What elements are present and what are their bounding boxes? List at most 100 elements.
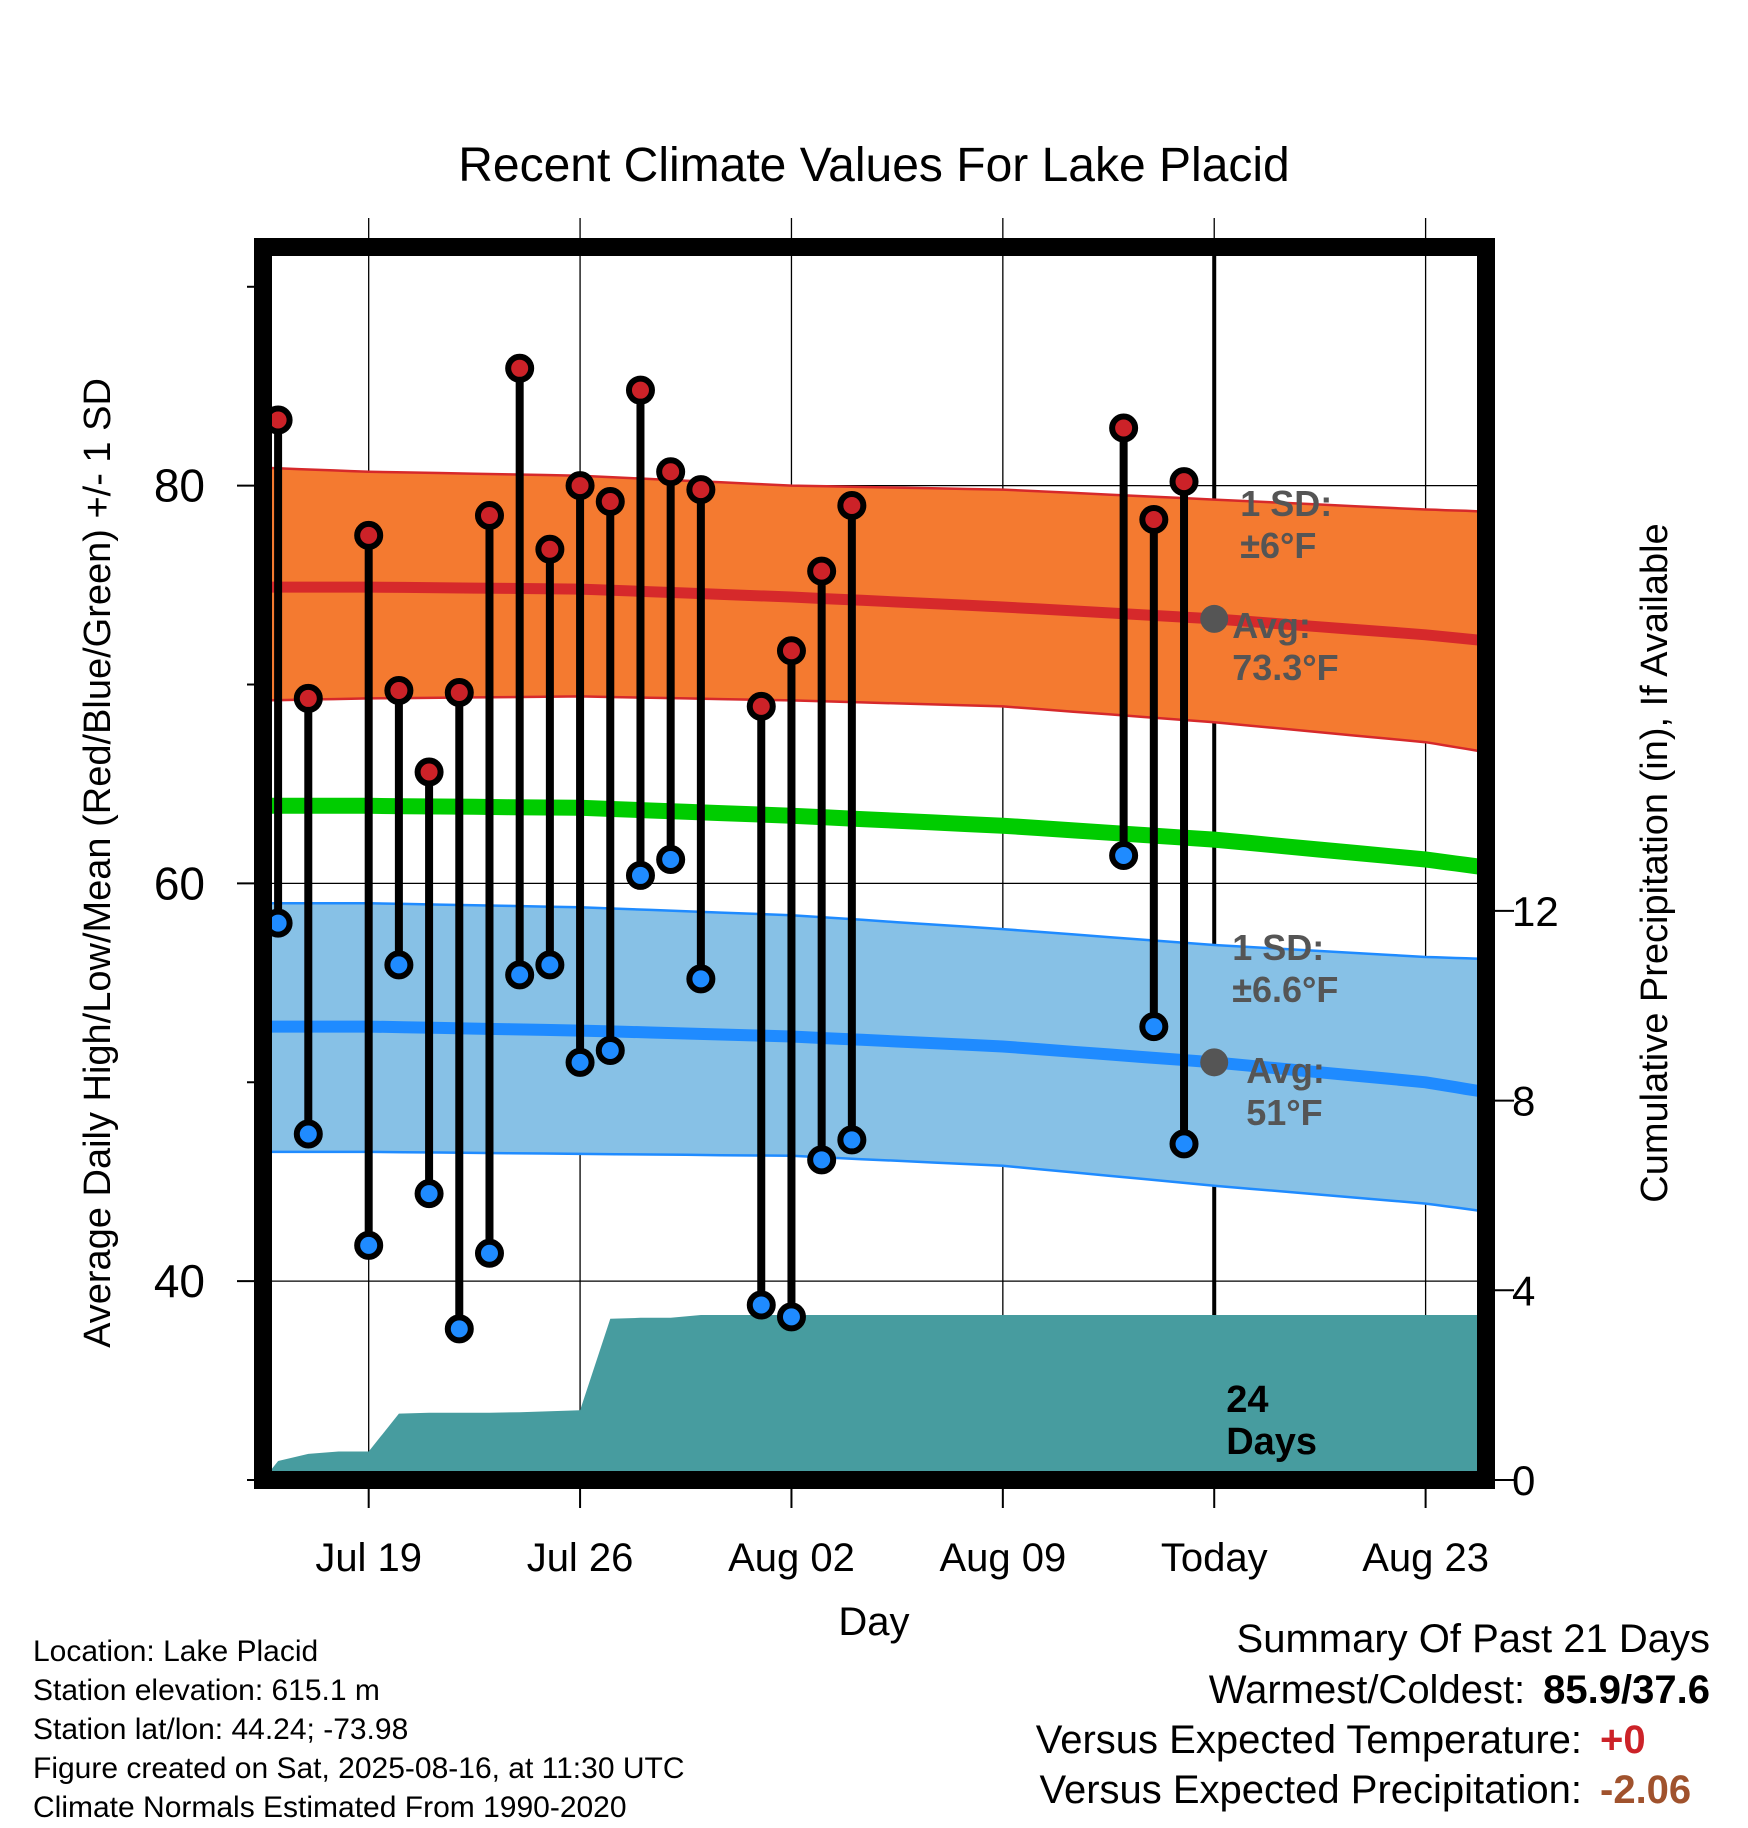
- summary-title: Summary Of Past 21 Days: [1236, 1617, 1710, 1661]
- axes: Jul 19 Jul 26 Aug 02 Aug 09 Today Aug 2340608…: [154, 285, 1559, 1580]
- daily-high-point: [1139, 504, 1169, 534]
- daily-low-point: [837, 1125, 867, 1155]
- daily-high-point: [505, 353, 535, 383]
- daily-low-point: [807, 1145, 837, 1175]
- warm-cold-label: Warmest/Coldest:: [1208, 1668, 1526, 1712]
- daily-high-point: [746, 691, 776, 721]
- daily-bar-4: [414, 757, 444, 1209]
- daily-high-point: [414, 757, 444, 787]
- daily-values: [263, 353, 1199, 1344]
- plot-frame: [254, 238, 1495, 1489]
- daily-low-point: [414, 1179, 444, 1209]
- daily-low-point: [565, 1047, 595, 1077]
- daily-bar-3: [384, 675, 414, 980]
- y-axis-label: Average Daily High/Low/Mean (Red/Blue/Gr…: [77, 378, 119, 1348]
- x-axis-label: Day: [838, 1600, 909, 1644]
- high-sd-label: 1 SD:: [1240, 483, 1332, 524]
- daily-bar-20: [1169, 467, 1199, 1159]
- normal-mean-line: [263, 797, 1488, 876]
- low-sd-value: ±6.6°F: [1232, 969, 1338, 1010]
- temp-label: Versus Expected Temperature:: [1035, 1718, 1582, 1762]
- chart-title: Recent Climate Values For Lake Placid: [458, 139, 1290, 192]
- daily-low-point: [746, 1290, 776, 1320]
- daily-bar-6: [474, 500, 504, 1268]
- daily-bar-10: [595, 487, 625, 1065]
- low-minus-sd-line: [263, 1150, 1487, 1213]
- y2-tick-label-0: 0: [1512, 1457, 1535, 1504]
- daily-low-point: [535, 950, 565, 980]
- info-created: Figure created on Sat, 2025-08-16, at 11…: [33, 1752, 685, 1785]
- summary-warm-cold: Warmest/Coldest: 85.9/37.6: [1209, 1668, 1710, 1713]
- y-tick-label-1: 60: [154, 857, 205, 909]
- daily-bar-0: [263, 405, 293, 938]
- daily-bar-5: [444, 677, 474, 1344]
- x-tick-label-4: Today: [1161, 1536, 1268, 1580]
- daily-high-point: [384, 675, 414, 705]
- daily-high-point: [837, 491, 867, 521]
- low-avg-marker: [1200, 1048, 1229, 1077]
- daily-high-point: [656, 457, 686, 487]
- daily-high-point: [293, 683, 323, 713]
- daily-bar-18: [1109, 413, 1139, 871]
- daily-bar-7: [505, 353, 535, 990]
- high-avg-marker: [1200, 604, 1229, 633]
- daily-bar-19: [1139, 504, 1169, 1042]
- summary-precip: Versus Expected Precipitation: -2.06: [1039, 1768, 1710, 1813]
- low-sd-label: 1 SD:: [1232, 927, 1324, 968]
- precip-days-label: Days: [1226, 1421, 1317, 1463]
- daily-bar-8: [535, 534, 565, 980]
- info-latlon: Station lat/lon: 44.24; -73.98: [33, 1713, 409, 1746]
- daily-bar-16: [807, 556, 837, 1175]
- precip-days-number: 24: [1226, 1379, 1268, 1421]
- precip-cumulative-area: [263, 1315, 1486, 1480]
- daily-high-point: [625, 375, 655, 405]
- daily-high-point: [444, 677, 474, 707]
- daily-low-point: [656, 845, 686, 875]
- high-plus-sd-line: [262, 466, 1487, 513]
- daily-bar-1: [293, 683, 323, 1149]
- low-mean-line: [263, 1020, 1487, 1099]
- high-mean-line: [263, 581, 1487, 647]
- temp-value: +0: [1600, 1718, 1646, 1762]
- daily-low-point: [1109, 841, 1139, 871]
- daily-high-point: [474, 500, 504, 530]
- daily-high-point: [1169, 467, 1199, 497]
- y-tick-label-2: 80: [154, 460, 205, 512]
- x-tick-label-0: Jul 19: [315, 1536, 422, 1580]
- low-avg-label: Avg:: [1246, 1050, 1325, 1091]
- daily-low-point: [625, 860, 655, 890]
- precip-label: Versus Expected Precipitation:: [1039, 1768, 1582, 1812]
- daily-high-point: [686, 475, 716, 505]
- daily-high-point: [535, 534, 565, 564]
- daily-bar-12: [656, 457, 686, 875]
- daily-high-point: [595, 487, 625, 517]
- y2-tick-label-2: 8: [1512, 1078, 1535, 1125]
- high-avg-label: Avg:: [1232, 605, 1311, 646]
- daily-bar-13: [686, 475, 716, 994]
- x-tick-label-2: Aug 02: [728, 1536, 855, 1580]
- high-sd-value: ±6°F: [1240, 525, 1316, 566]
- daily-low-point: [505, 960, 535, 990]
- daily-low-point: [686, 964, 716, 994]
- daily-low-point: [354, 1230, 384, 1260]
- x-tick-label-1: Jul 26: [527, 1536, 634, 1580]
- info-normals: Climate Normals Estimated From 1990-2020: [33, 1791, 627, 1824]
- daily-low-point: [595, 1035, 625, 1065]
- y2-axis-label: Cumulative Precipitation (in), If Availa…: [1634, 523, 1676, 1202]
- daily-high-point: [1109, 413, 1139, 443]
- daily-high-point: [354, 520, 384, 550]
- daily-low-point: [444, 1314, 474, 1344]
- daily-bar-9: [565, 471, 595, 1077]
- daily-bar-15: [776, 636, 806, 1332]
- daily-high-point: [807, 556, 837, 586]
- x-tick-label-3: Aug 09: [939, 1536, 1066, 1580]
- low-plus-sd-line: [263, 902, 1487, 961]
- y2-tick-label-3: 12: [1512, 888, 1559, 935]
- daily-bar-11: [625, 375, 655, 890]
- y2-tick-label-1: 4: [1512, 1267, 1535, 1314]
- daily-bar-2: [354, 520, 384, 1260]
- info-location: Location: Lake Placid: [33, 1635, 319, 1668]
- daily-low-point: [1169, 1129, 1199, 1159]
